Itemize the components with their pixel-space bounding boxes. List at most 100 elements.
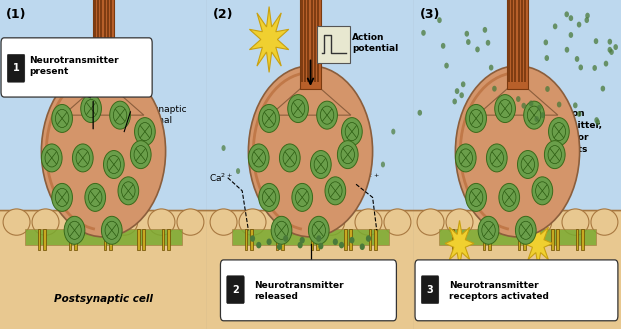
Ellipse shape — [236, 168, 240, 174]
Ellipse shape — [545, 86, 550, 92]
Polygon shape — [63, 89, 144, 115]
Ellipse shape — [381, 162, 385, 167]
Ellipse shape — [437, 17, 442, 23]
Ellipse shape — [466, 39, 471, 45]
Ellipse shape — [177, 209, 204, 235]
Ellipse shape — [516, 96, 520, 102]
Ellipse shape — [573, 102, 578, 108]
Text: 3: 3 — [427, 285, 433, 295]
Ellipse shape — [300, 237, 305, 243]
Ellipse shape — [384, 209, 411, 235]
Ellipse shape — [455, 144, 476, 172]
Ellipse shape — [594, 117, 599, 123]
Ellipse shape — [417, 209, 444, 235]
FancyBboxPatch shape — [276, 229, 278, 250]
FancyBboxPatch shape — [104, 229, 106, 250]
Ellipse shape — [466, 104, 486, 133]
Ellipse shape — [594, 38, 598, 44]
Ellipse shape — [292, 184, 312, 212]
Ellipse shape — [248, 144, 269, 172]
Ellipse shape — [575, 56, 579, 62]
FancyBboxPatch shape — [188, 211, 433, 329]
Ellipse shape — [529, 100, 533, 106]
Ellipse shape — [515, 216, 536, 244]
FancyBboxPatch shape — [281, 229, 284, 250]
Polygon shape — [477, 89, 558, 115]
Ellipse shape — [266, 239, 272, 245]
Ellipse shape — [259, 104, 279, 133]
Text: (2): (2) — [213, 8, 233, 21]
FancyBboxPatch shape — [415, 260, 618, 321]
FancyBboxPatch shape — [556, 229, 559, 250]
FancyBboxPatch shape — [507, 0, 528, 89]
FancyBboxPatch shape — [316, 229, 319, 250]
FancyBboxPatch shape — [220, 260, 396, 321]
Ellipse shape — [614, 44, 618, 50]
Ellipse shape — [3, 209, 30, 235]
Ellipse shape — [337, 141, 358, 168]
Ellipse shape — [577, 111, 581, 117]
Ellipse shape — [333, 239, 338, 245]
Ellipse shape — [475, 46, 480, 52]
Ellipse shape — [591, 209, 618, 235]
Text: Neurotransmitter
receptors activated: Neurotransmitter receptors activated — [449, 281, 549, 301]
FancyBboxPatch shape — [232, 229, 389, 245]
Ellipse shape — [210, 209, 237, 235]
Ellipse shape — [317, 101, 337, 129]
FancyBboxPatch shape — [576, 229, 578, 250]
Ellipse shape — [607, 47, 612, 53]
Ellipse shape — [279, 144, 300, 172]
Ellipse shape — [585, 13, 590, 19]
FancyBboxPatch shape — [93, 0, 114, 89]
Ellipse shape — [42, 144, 62, 172]
Text: Action
potential: Action potential — [352, 33, 398, 53]
FancyBboxPatch shape — [396, 211, 621, 329]
Ellipse shape — [553, 23, 558, 29]
Ellipse shape — [607, 39, 612, 45]
FancyBboxPatch shape — [74, 229, 76, 250]
Ellipse shape — [417, 110, 422, 116]
Ellipse shape — [52, 184, 73, 212]
Ellipse shape — [104, 150, 124, 178]
Polygon shape — [250, 7, 289, 72]
Text: Presynaptic
terminal: Presynaptic terminal — [135, 105, 187, 125]
Text: 1: 1 — [12, 63, 19, 73]
Ellipse shape — [483, 27, 487, 33]
FancyBboxPatch shape — [311, 229, 314, 250]
Ellipse shape — [465, 31, 469, 37]
Ellipse shape — [42, 66, 166, 237]
Ellipse shape — [239, 209, 266, 235]
Ellipse shape — [250, 235, 255, 242]
Ellipse shape — [596, 119, 600, 125]
FancyBboxPatch shape — [344, 229, 347, 250]
Polygon shape — [270, 89, 351, 115]
Text: 2: 2 — [232, 285, 239, 295]
Ellipse shape — [478, 216, 499, 244]
Ellipse shape — [483, 209, 510, 235]
Ellipse shape — [276, 209, 303, 235]
Ellipse shape — [310, 150, 331, 178]
Ellipse shape — [309, 216, 329, 244]
Ellipse shape — [222, 145, 225, 151]
FancyBboxPatch shape — [483, 229, 485, 250]
FancyBboxPatch shape — [551, 229, 553, 250]
Ellipse shape — [366, 235, 371, 242]
Ellipse shape — [564, 47, 569, 53]
Ellipse shape — [135, 118, 155, 145]
Ellipse shape — [499, 184, 520, 212]
Ellipse shape — [421, 30, 426, 36]
Ellipse shape — [545, 141, 565, 168]
Text: Postsynaptic cell: Postsynaptic cell — [54, 294, 153, 304]
Ellipse shape — [460, 92, 464, 98]
Ellipse shape — [444, 63, 449, 68]
FancyBboxPatch shape — [142, 229, 145, 250]
Ellipse shape — [486, 144, 507, 172]
FancyBboxPatch shape — [162, 229, 165, 250]
FancyBboxPatch shape — [7, 54, 25, 82]
Ellipse shape — [548, 118, 569, 145]
FancyBboxPatch shape — [300, 0, 321, 89]
Text: Ca$^{2+}$: Ca$^{2+}$ — [209, 171, 233, 184]
FancyBboxPatch shape — [439, 229, 596, 245]
Ellipse shape — [349, 237, 355, 243]
Ellipse shape — [569, 15, 573, 21]
